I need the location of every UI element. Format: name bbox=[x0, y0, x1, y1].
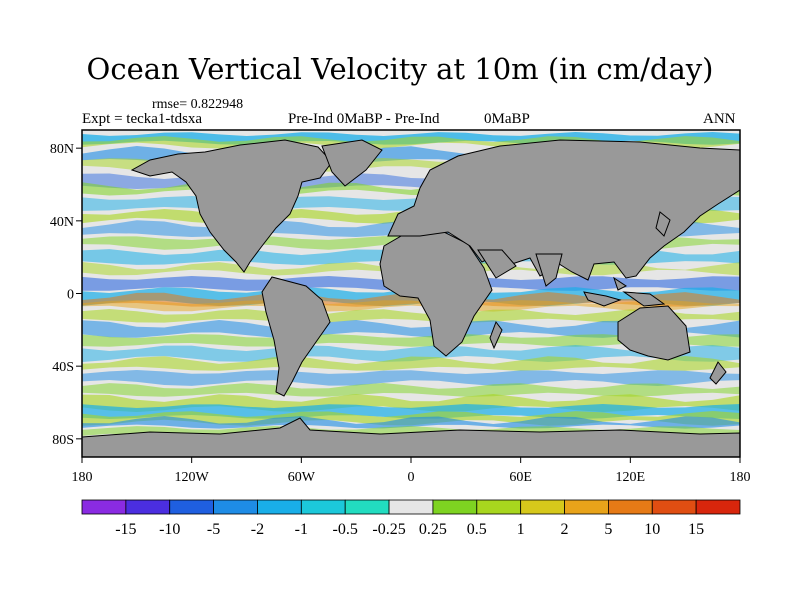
land-india bbox=[535, 253, 563, 287]
colorbar-swatch bbox=[257, 499, 302, 515]
lon-tick-label: 60E bbox=[509, 470, 532, 485]
colorbar-label: -5 bbox=[207, 521, 220, 538]
velocity-band bbox=[82, 334, 740, 347]
experiment-label: Expt = tecka1-tdsxa bbox=[82, 111, 203, 127]
colorbar-swatch bbox=[651, 499, 697, 515]
colorbar-label: -10 bbox=[159, 521, 180, 538]
colorbar-label: -1 bbox=[295, 521, 308, 538]
land-masses bbox=[82, 139, 740, 457]
colorbar-label: 10 bbox=[644, 521, 660, 538]
latitude-axis: 80N 40N 0 40S 80S bbox=[50, 142, 82, 448]
lon-tick-label: 120W bbox=[175, 470, 210, 485]
colorbar-label: 2 bbox=[561, 521, 569, 538]
lon-tick-label: 0 bbox=[408, 470, 415, 485]
colorbar-label: 5 bbox=[604, 521, 612, 538]
rmse-label: rmse= 0.822948 bbox=[152, 97, 244, 112]
land-japan bbox=[655, 211, 671, 237]
lon-tick-label: 180 bbox=[730, 470, 751, 485]
lon-tick-label: 60W bbox=[288, 470, 316, 485]
colorbar-label: -15 bbox=[115, 521, 136, 538]
lon-tick-label: 180 bbox=[72, 470, 93, 485]
colorbar: -15 -10 -5 -2 -1 -0.5 -0.25 0.25 0.5 1 2 5 10 15 bbox=[81, 499, 741, 538]
land-new-zealand bbox=[709, 361, 727, 385]
colorbar-swatch bbox=[476, 499, 522, 515]
velocity-band bbox=[82, 320, 740, 338]
lat-tick-label: 0 bbox=[67, 288, 74, 303]
land-antarctica bbox=[82, 417, 740, 457]
land-greenland bbox=[321, 139, 383, 187]
season-label: ANN bbox=[703, 111, 736, 127]
colorbar-swatch bbox=[300, 499, 346, 515]
colorbar-label: 0.25 bbox=[419, 521, 447, 538]
colorbar-swatch bbox=[608, 499, 653, 515]
land-australia bbox=[617, 305, 691, 361]
colorbar-label: -0.5 bbox=[333, 521, 358, 538]
land-arabia bbox=[477, 249, 517, 279]
colorbar-swatch bbox=[81, 499, 127, 515]
colorbar-label: -2 bbox=[251, 521, 264, 538]
velocity-band bbox=[82, 383, 740, 397]
velocity-band bbox=[82, 300, 740, 312]
velocity-band bbox=[82, 356, 740, 371]
lat-tick-label: 40S bbox=[52, 360, 74, 375]
velocity-band bbox=[82, 309, 740, 323]
velocity-band bbox=[82, 416, 740, 429]
colorbar-swatch bbox=[695, 499, 741, 515]
colorbar-swatch bbox=[125, 499, 171, 515]
colorbar-label: 15 bbox=[688, 521, 704, 538]
colorbar-label: 1 bbox=[517, 521, 525, 538]
map-title: Ocean Vertical Velocity at 10m (in cm/da… bbox=[86, 52, 714, 86]
map-panel bbox=[82, 130, 740, 457]
colorbar-swatch bbox=[213, 499, 258, 515]
land-africa bbox=[379, 231, 493, 357]
comparison-period-label: 0MaBP bbox=[484, 111, 530, 127]
land-south-america bbox=[261, 276, 331, 397]
land-maritime-asia bbox=[583, 276, 666, 307]
lat-tick-label: 40N bbox=[50, 215, 74, 230]
colorbar-swatch bbox=[520, 499, 565, 515]
velocity-band bbox=[82, 370, 740, 386]
colorbar-swatch bbox=[564, 499, 609, 515]
lat-tick-label: 80N bbox=[50, 142, 74, 157]
colorbar-swatch bbox=[388, 499, 434, 515]
lat-tick-label: 80S bbox=[52, 433, 74, 448]
colorbar-swatch bbox=[169, 499, 215, 515]
colorbar-label: 0.5 bbox=[467, 521, 487, 538]
colorbar-label: -0.25 bbox=[372, 521, 405, 538]
colorbar-swatch bbox=[432, 499, 478, 515]
colorbar-swatch bbox=[344, 499, 390, 515]
longitude-axis: 180 120W 60W 0 60E 120E 180 bbox=[72, 457, 751, 485]
comparison-label: Pre-Ind 0MaBP - Pre-Ind bbox=[288, 111, 440, 127]
land-madagascar bbox=[489, 320, 503, 350]
velocity-band bbox=[82, 345, 740, 362]
lon-tick-label: 120E bbox=[616, 470, 646, 485]
